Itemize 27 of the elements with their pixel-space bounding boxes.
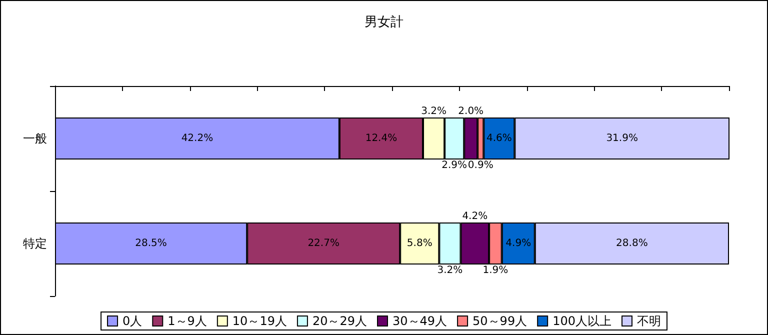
y-tick-label: 特定 [23,236,47,250]
data-label: 42.2% [181,133,214,144]
data-label: 1.9% [482,265,508,276]
legend-label: 50～99人 [472,314,528,328]
legend-label: 30～49人 [392,314,448,328]
data-label: 4.9% [506,238,532,249]
legend-label: 10～19人 [232,314,287,328]
data-label: 0.9% [468,160,494,171]
data-label: 2.0% [458,106,484,117]
data-label: 3.2% [421,106,446,117]
chart-title: 男女計 [364,15,404,30]
legend-label: 0人 [122,314,142,328]
data-label: 28.8% [616,238,648,249]
data-label: 4.2% [462,211,488,222]
data-label: 4.6% [486,133,512,144]
legend-label: 20～29人 [312,314,368,328]
data-label: 22.7% [308,238,340,249]
legend-label: 100人以上 [552,314,612,328]
data-label: 12.4% [365,133,398,144]
data-label: 5.8% [406,238,432,249]
data-label: 28.5% [135,238,167,249]
data-label: 2.9% [442,160,468,171]
legend-label: 不明 [636,314,661,328]
y-tick-label: 一般 [23,132,47,146]
data-label: 3.2% [437,265,463,276]
data-label: 31.9% [606,133,638,144]
legend-label: 1～9人 [168,314,207,328]
